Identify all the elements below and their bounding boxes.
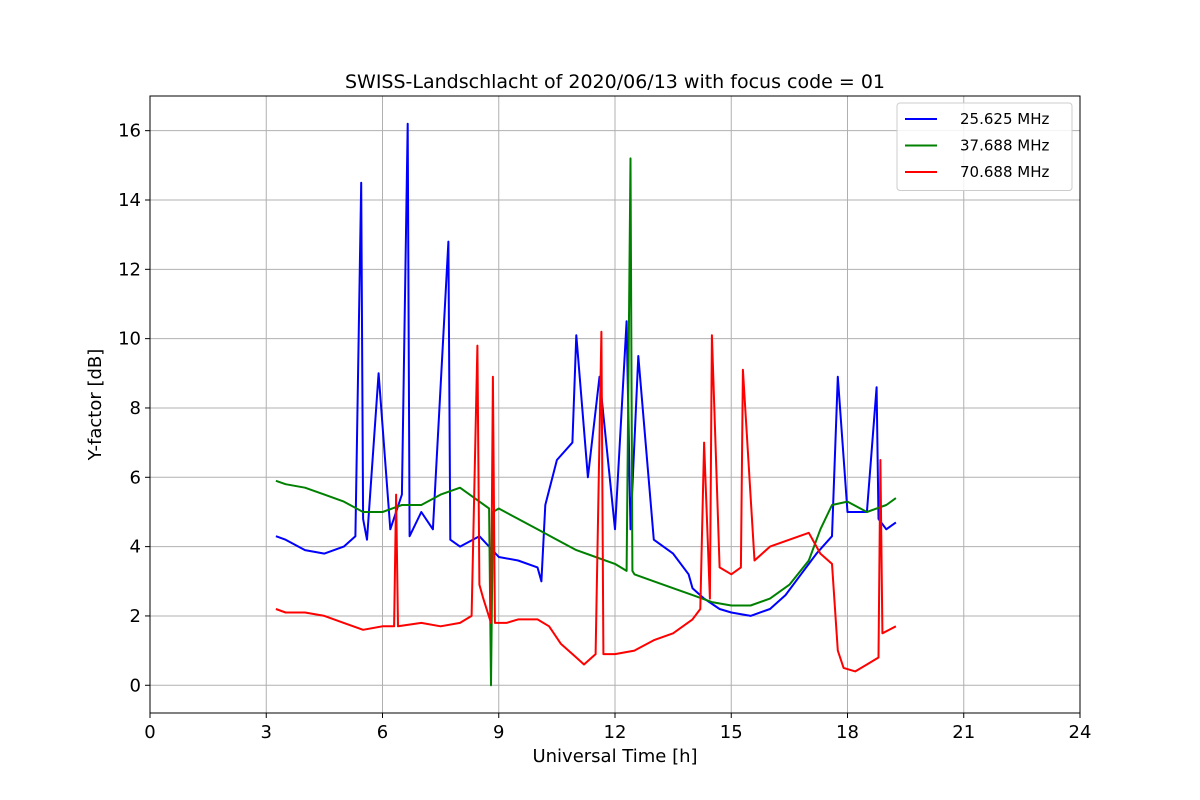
grid-lines <box>149 96 1081 713</box>
x-tick-label: 21 <box>952 722 975 743</box>
x-tick-label: 0 <box>144 722 155 743</box>
y-tick-label: 0 <box>130 675 141 696</box>
y-tick-label: 12 <box>118 259 141 280</box>
legend-box <box>896 102 1073 191</box>
y-tick-label: 14 <box>118 190 141 211</box>
y-tick-label: 2 <box>130 606 141 627</box>
x-tick-label: 3 <box>261 722 272 743</box>
x-tick-label: 6 <box>377 722 388 743</box>
y-tick-label: 16 <box>118 121 141 142</box>
y-tick-label: 8 <box>130 398 141 419</box>
y-tick-label: 6 <box>130 467 141 488</box>
y-axis-title: Y-factor [dB] <box>85 349 106 462</box>
y-tick-label: 4 <box>130 537 141 558</box>
x-tick-label: 15 <box>720 722 743 743</box>
legend-label: 37.688 MHz <box>960 137 1049 155</box>
legend-label: 25.625 MHz <box>960 110 1049 128</box>
legend: 25.625 MHz 37.688 MHz 70.688 MHz <box>896 102 1073 191</box>
y-tick-label: 10 <box>118 329 141 350</box>
series-line-25-625-MHz <box>275 122 897 617</box>
x-tick-label: 12 <box>604 722 627 743</box>
series-lines <box>275 122 897 687</box>
legend-label: 70.688 MHz <box>960 163 1049 181</box>
x-tick-label: 24 <box>1069 722 1092 743</box>
x-tick-label: 9 <box>493 722 504 743</box>
chart-title: SWISS-Landschlacht of 2020/06/13 with fo… <box>345 71 885 93</box>
y-axis-ticks: 0 2 4 6 8 10 12 14 16 <box>118 121 150 696</box>
series-line-37-688-MHz <box>275 157 897 687</box>
x-axis-ticks: 0 3 6 9 12 15 18 21 24 <box>144 713 1091 743</box>
x-tick-label: 18 <box>836 722 859 743</box>
x-axis-title: Universal Time [h] <box>532 746 697 767</box>
series-line-70-688-MHz <box>275 330 897 673</box>
